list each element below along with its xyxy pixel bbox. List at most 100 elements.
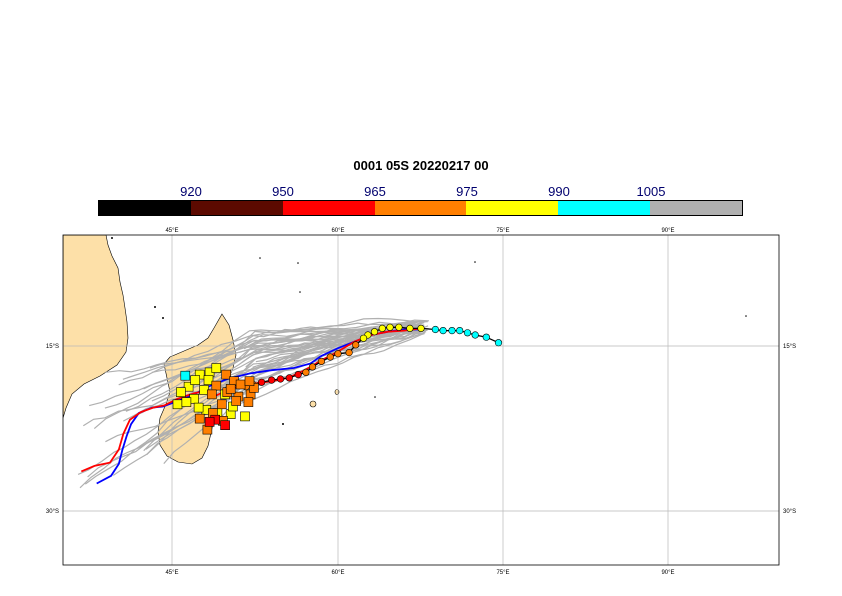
ensemble-point	[207, 389, 217, 400]
islet	[745, 315, 747, 317]
observed-track-point	[431, 325, 440, 334]
observed-track-point	[294, 371, 302, 379]
lon-tick-top-60: 60°E	[331, 228, 344, 234]
observed-track-point	[258, 378, 266, 386]
ensemble-point	[231, 396, 241, 406]
africa-landmass	[63, 235, 129, 419]
observed-track-point	[317, 357, 326, 366]
observed-track-point	[395, 323, 403, 331]
observed-track-point	[276, 375, 285, 383]
observed-track-point	[417, 324, 425, 333]
islet	[374, 396, 376, 398]
lon-tick-top-45: 45°E	[165, 228, 178, 234]
colorbar-label-990: 990	[548, 184, 570, 199]
ensemble-track	[143, 326, 417, 452]
ensemble-point	[211, 363, 222, 373]
ensemble-track	[149, 325, 425, 369]
mean-track-red-tail	[80, 389, 211, 473]
observed-track-point	[302, 368, 310, 377]
islet	[111, 237, 113, 239]
map-frame	[62, 234, 780, 566]
colorbar-label-920: 920	[180, 184, 202, 199]
lon-tick-bottom-45: 45°E	[165, 570, 178, 576]
ensemble-point	[235, 379, 246, 390]
ensemble-point	[183, 381, 194, 392]
ensemble-track	[77, 332, 426, 475]
ensemble-point	[240, 411, 250, 422]
colorbar-label-950: 950	[272, 184, 294, 199]
observed-track-point	[370, 328, 379, 336]
observed-track-point	[308, 363, 317, 371]
observed-track-point	[326, 353, 334, 361]
observed-track-point	[494, 339, 503, 347]
ensemble-point	[203, 375, 214, 385]
reunion-island	[309, 400, 317, 408]
islet	[282, 423, 284, 425]
observed-track-point	[406, 324, 414, 333]
observed-track-point	[285, 374, 293, 382]
observed-track-point	[439, 327, 447, 335]
mauritius-island	[334, 389, 340, 395]
ensemble-point	[243, 397, 254, 407]
ensemble-track	[123, 329, 422, 422]
observed-track-point	[268, 376, 276, 384]
colorbar-segment	[282, 201, 375, 215]
ensemble-point	[221, 369, 231, 380]
lon-tick-bottom-60: 60°E	[331, 570, 344, 576]
islet	[259, 257, 261, 259]
ensemble-point	[176, 387, 186, 398]
ensemble-point	[225, 384, 236, 394]
observed-track-point	[334, 350, 342, 358]
lat-tick-right-30: 30°S	[783, 509, 796, 515]
colorbar-segment	[650, 201, 743, 215]
colorbar-segment	[99, 201, 191, 215]
observed-track-point	[386, 323, 394, 331]
observed-track	[242, 323, 503, 391]
lon-tick-bottom-75: 75°E	[496, 570, 509, 576]
colorbar-segment	[558, 201, 651, 215]
ensemble-point	[180, 370, 191, 381]
ensemble-point	[193, 402, 204, 413]
observed-track-point	[359, 334, 368, 342]
lon-tick-top-90: 90°E	[661, 228, 674, 234]
ensemble-point	[211, 380, 222, 391]
colorbar-segment	[466, 201, 559, 215]
observed-track-point	[471, 331, 479, 339]
ensemble-track	[112, 327, 421, 476]
observed-track-point	[482, 333, 490, 341]
ensemble-point	[194, 413, 205, 424]
ensemble-track	[104, 317, 428, 409]
islet	[154, 306, 156, 308]
colorbar-segment	[374, 201, 467, 215]
islet	[474, 261, 476, 263]
observed-track-point	[345, 349, 353, 357]
lat-tick-left-15: 15°S	[46, 344, 59, 350]
ensemble-point	[204, 417, 215, 427]
colorbar-label-965: 965	[364, 184, 386, 199]
observed-track-point	[463, 329, 472, 337]
colorbar-label-975: 975	[456, 184, 478, 199]
islet	[299, 291, 301, 293]
ensemble-point	[190, 375, 200, 385]
ensemble-point	[220, 420, 230, 431]
lon-tick-bottom-90: 90°E	[661, 570, 674, 576]
ensemble-points	[172, 363, 259, 435]
ensemble-track	[84, 324, 416, 485]
colorbar-segment	[190, 201, 283, 215]
ensemble-track	[245, 329, 428, 368]
lat-tick-left-30: 30°S	[46, 509, 59, 515]
observed-track-point	[448, 327, 456, 335]
ensemble-point	[172, 399, 183, 410]
ensemble-point	[244, 376, 255, 387]
islet	[162, 317, 164, 319]
observed-track-point	[378, 324, 386, 333]
ensemble-point	[217, 399, 227, 410]
observed-track-point	[456, 327, 464, 335]
pressure-colorbar	[98, 200, 743, 216]
islet	[297, 262, 299, 264]
figure-title: 0001 05S 20220217 00	[353, 158, 489, 173]
ensemble-track	[122, 323, 419, 380]
lon-tick-top-75: 75°E	[496, 228, 509, 234]
lat-tick-right-15: 15°S	[783, 344, 796, 350]
